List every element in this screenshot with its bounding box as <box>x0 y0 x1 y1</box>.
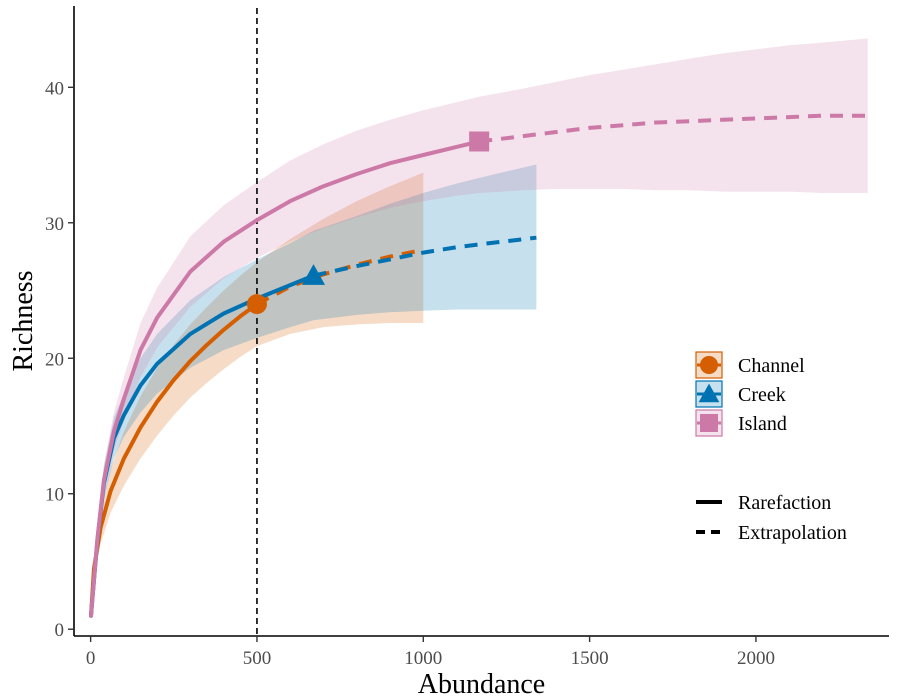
observed-points <box>246 131 490 315</box>
y-tick-label: 30 <box>45 214 64 235</box>
y-tick-label: 10 <box>45 485 64 506</box>
legend-key-marker-channel <box>700 356 718 374</box>
legend-key-marker-creek <box>698 383 720 403</box>
confidence-bands <box>91 38 868 616</box>
legend: Channel Creek Island Rarefaction Extrapolati… <box>695 351 847 544</box>
observed-point-creek <box>302 264 326 285</box>
ci-band-island <box>91 38 868 616</box>
series-lines <box>89 113 868 618</box>
legend-linetype-label-rarefaction: Rarefaction <box>738 492 831 514</box>
y-tick-label: 40 <box>45 78 64 99</box>
observed-point-channel <box>246 294 267 315</box>
x-tick-label: 500 <box>243 648 272 669</box>
rarefaction-line-island <box>89 139 482 618</box>
x-tick-label: 1000 <box>404 648 442 669</box>
y-tick-label: 20 <box>45 349 64 370</box>
x-tick-label: 1500 <box>571 648 609 669</box>
legend-linetype-label-extrapolation: Extrapolation <box>738 522 847 544</box>
legend-key-marker-island <box>700 414 718 432</box>
x-tick-label: 2000 <box>737 648 775 669</box>
extrapolation-line-creek <box>313 235 537 278</box>
x-axis-title: Abundance <box>418 669 546 699</box>
legend-label-creek: Creek <box>738 384 786 406</box>
legend-label-channel: Channel <box>738 355 805 377</box>
observed-point-island <box>469 131 490 152</box>
legend-label-island: Island <box>738 413 787 435</box>
extrapolation-line-island <box>478 113 868 144</box>
ci-band-creek <box>91 164 537 616</box>
y-tick-label: 0 <box>55 620 65 641</box>
x-tick-label: 0 <box>86 648 96 669</box>
axes: 0 500 1000 1500 2000 0 10 20 30 40 <box>45 6 889 669</box>
ci-band-channel <box>91 172 424 616</box>
y-axis-title: Richness <box>8 270 39 371</box>
